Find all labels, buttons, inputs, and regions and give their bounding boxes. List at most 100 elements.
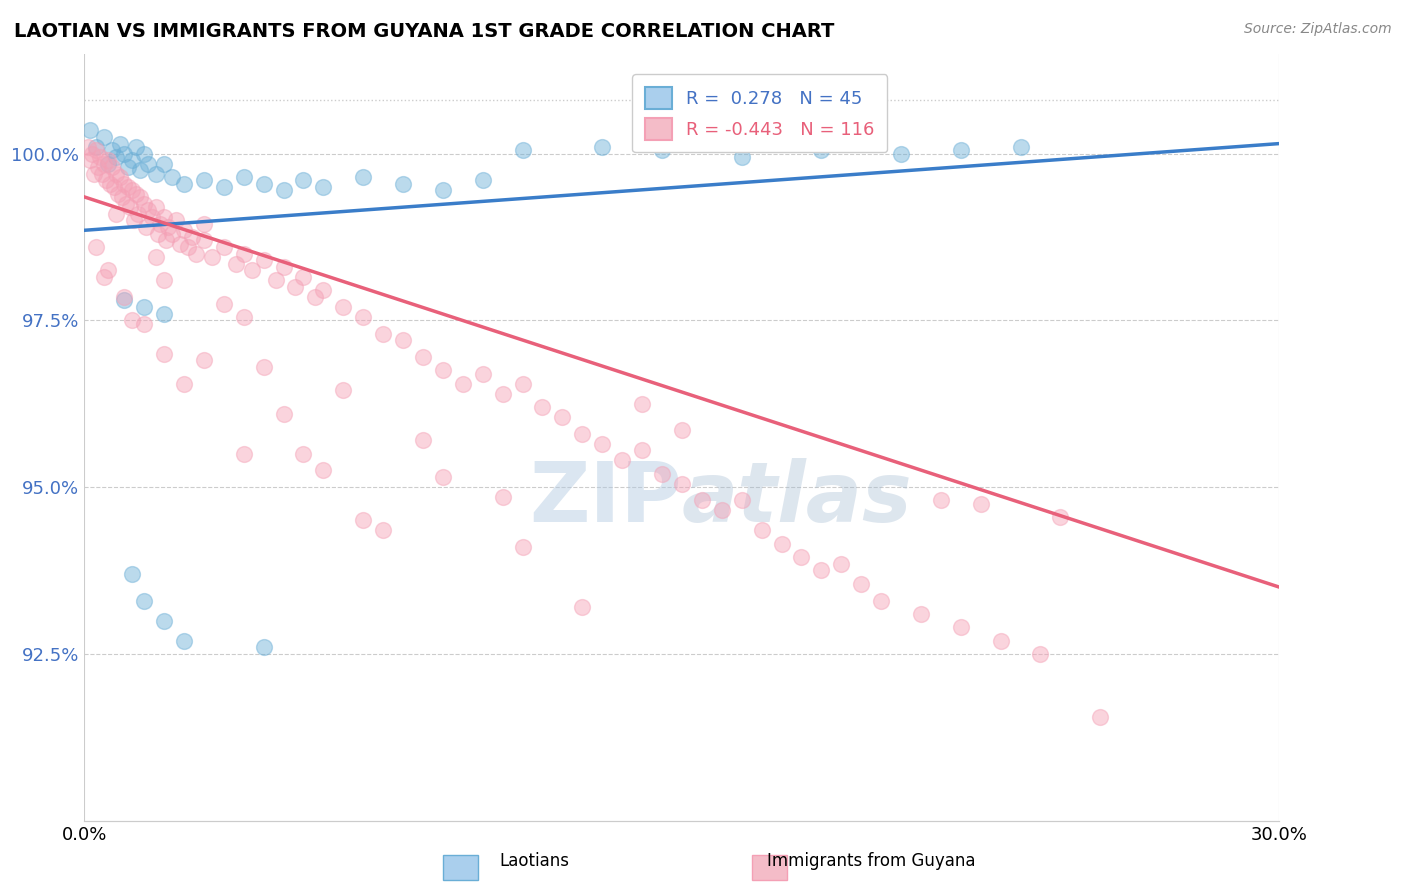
Point	[790, 550, 813, 565]
Text: atlas: atlas	[682, 458, 912, 539]
Point	[212, 180, 235, 194]
Point	[120, 200, 142, 214]
Point	[132, 146, 156, 161]
Point	[240, 263, 263, 277]
Point	[471, 173, 494, 187]
Point	[101, 160, 124, 174]
Point	[671, 476, 693, 491]
Point	[105, 167, 128, 181]
Point	[112, 177, 135, 191]
Point	[153, 273, 176, 287]
Point	[671, 424, 693, 438]
Point	[612, 453, 634, 467]
Point	[392, 334, 415, 348]
Point	[89, 150, 111, 164]
Point	[492, 490, 515, 504]
Point	[193, 233, 215, 247]
Point	[193, 217, 215, 231]
Point	[292, 270, 315, 285]
Point	[264, 273, 287, 287]
Point	[160, 169, 183, 184]
Point	[292, 173, 315, 187]
Point	[135, 219, 157, 234]
Point	[111, 190, 134, 204]
Point	[571, 426, 593, 441]
Point	[1010, 140, 1032, 154]
Point	[193, 173, 215, 187]
Point	[122, 213, 145, 227]
Point	[110, 136, 132, 151]
Point	[77, 140, 100, 154]
Point	[117, 180, 139, 194]
Point	[273, 407, 295, 421]
Point	[141, 210, 163, 224]
Point	[232, 169, 254, 184]
Point	[512, 143, 534, 157]
Point	[125, 140, 148, 154]
Point	[103, 180, 125, 194]
Point	[810, 564, 832, 578]
Point	[571, 600, 593, 615]
Point	[512, 376, 534, 391]
Point	[173, 223, 195, 237]
Point	[731, 493, 754, 508]
Point	[253, 640, 276, 655]
Point	[432, 470, 454, 484]
Point	[949, 143, 972, 157]
Point	[86, 240, 108, 254]
Point	[86, 140, 108, 154]
Point	[97, 263, 120, 277]
FancyBboxPatch shape	[443, 855, 478, 880]
Point	[731, 150, 754, 164]
Point	[87, 160, 110, 174]
Point	[929, 493, 952, 508]
Point	[751, 524, 773, 538]
Point	[352, 310, 374, 324]
Point	[173, 177, 195, 191]
Point	[312, 463, 335, 477]
FancyBboxPatch shape	[752, 855, 787, 880]
Point	[112, 290, 135, 304]
Point	[112, 146, 135, 161]
Point	[591, 140, 613, 154]
Point	[432, 363, 454, 377]
Point	[225, 257, 247, 271]
Point	[412, 350, 434, 364]
Point	[284, 280, 307, 294]
Point	[153, 307, 176, 321]
Point	[373, 524, 395, 538]
Point	[97, 153, 120, 168]
Point	[193, 353, 215, 368]
Point	[471, 367, 494, 381]
Point	[79, 153, 101, 168]
Point	[432, 183, 454, 197]
Text: LAOTIAN VS IMMIGRANTS FROM GUYANA 1ST GRADE CORRELATION CHART: LAOTIAN VS IMMIGRANTS FROM GUYANA 1ST GR…	[14, 22, 834, 41]
Point	[96, 173, 118, 187]
Point	[181, 230, 204, 244]
Point	[253, 253, 276, 268]
Point	[115, 196, 138, 211]
Point	[253, 359, 276, 374]
Point	[591, 436, 613, 450]
Point	[153, 614, 176, 628]
Point	[451, 376, 474, 391]
Point	[910, 607, 932, 621]
Point	[121, 313, 143, 327]
Point	[160, 227, 183, 241]
Point	[332, 300, 354, 314]
Point	[651, 467, 673, 481]
Point	[97, 156, 120, 170]
Point	[492, 386, 515, 401]
Point	[145, 167, 167, 181]
Point	[165, 213, 187, 227]
Point	[412, 434, 434, 448]
Legend: R =  0.278   N = 45, R = -0.443   N = 116: R = 0.278 N = 45, R = -0.443 N = 116	[633, 74, 887, 153]
Point	[273, 260, 295, 274]
Point	[125, 186, 148, 201]
Point	[212, 240, 235, 254]
Point	[810, 143, 832, 157]
Point	[651, 143, 673, 157]
Point	[631, 397, 654, 411]
Point	[970, 497, 993, 511]
Point	[631, 443, 654, 458]
